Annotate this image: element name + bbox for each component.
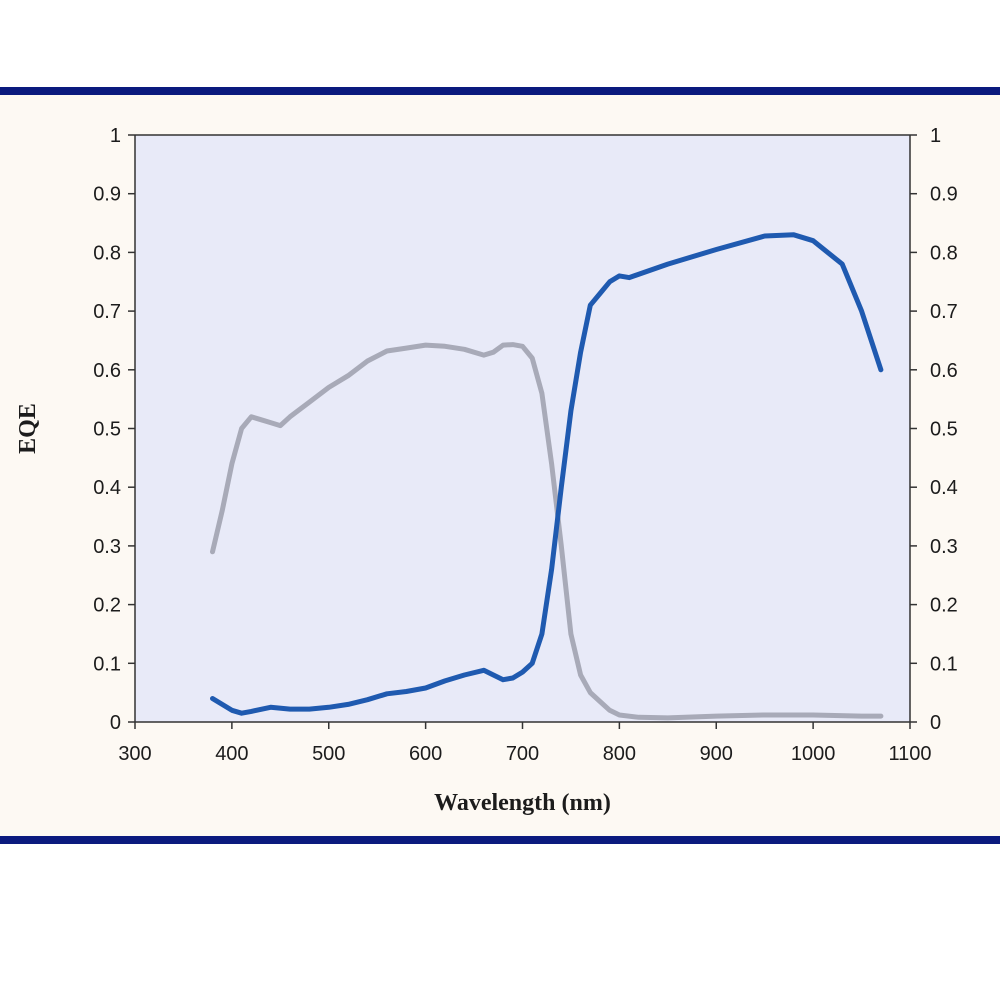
y-tick-label: 1	[110, 125, 121, 147]
y-tick-label: 0.6	[93, 360, 121, 382]
x-tick-label: 1100	[888, 743, 931, 765]
y-tick-label: 0.4	[93, 477, 121, 499]
y-tick-label: 0.3	[93, 536, 121, 558]
y2-tick-label: 0.3	[930, 536, 958, 558]
x-tick-label: 300	[118, 743, 151, 765]
y-tick-label: 0.8	[93, 242, 121, 264]
y-tick-label: 0.7	[93, 301, 121, 323]
y2-tick-label: 0.9	[930, 184, 958, 206]
y-tick-label: 0.2	[93, 595, 121, 617]
bottom-frame-bar	[0, 836, 1000, 844]
series-line-2	[210, 232, 884, 716]
y-tick-label: 0.9	[93, 184, 121, 206]
y2-tick-label: 0.2	[930, 595, 958, 617]
y2-tick-label: 0	[930, 712, 941, 734]
y-tick-label: 0.1	[93, 653, 121, 675]
y2-tick-label: 0.4	[930, 477, 958, 499]
y-tick-label: 0	[110, 712, 121, 734]
x-tick-label: 1000	[791, 743, 836, 765]
x-tick-label: 400	[215, 743, 248, 765]
y2-tick-label: 0.5	[930, 419, 958, 441]
y2-tick-label: 0.1	[930, 653, 958, 675]
plot-area	[135, 135, 910, 722]
y-tick-label: 0.5	[93, 419, 121, 441]
x-tick-label: 500	[312, 743, 345, 765]
y2-tick-label: 1	[930, 125, 941, 147]
x-tick-label: 800	[603, 743, 636, 765]
y2-tick-label: 0.7	[930, 301, 958, 323]
series-line-1	[210, 342, 884, 721]
x-tick-label: 700	[506, 743, 539, 765]
x-tick-label: 900	[700, 743, 733, 765]
y-axis-title: EQE	[15, 403, 41, 454]
top-frame-bar	[0, 87, 1000, 95]
y2-tick-label: 0.6	[930, 360, 958, 382]
x-axis-title: Wavelength (nm)	[434, 790, 611, 816]
x-tick-label: 600	[409, 743, 442, 765]
y2-tick-label: 0.8	[930, 242, 958, 264]
